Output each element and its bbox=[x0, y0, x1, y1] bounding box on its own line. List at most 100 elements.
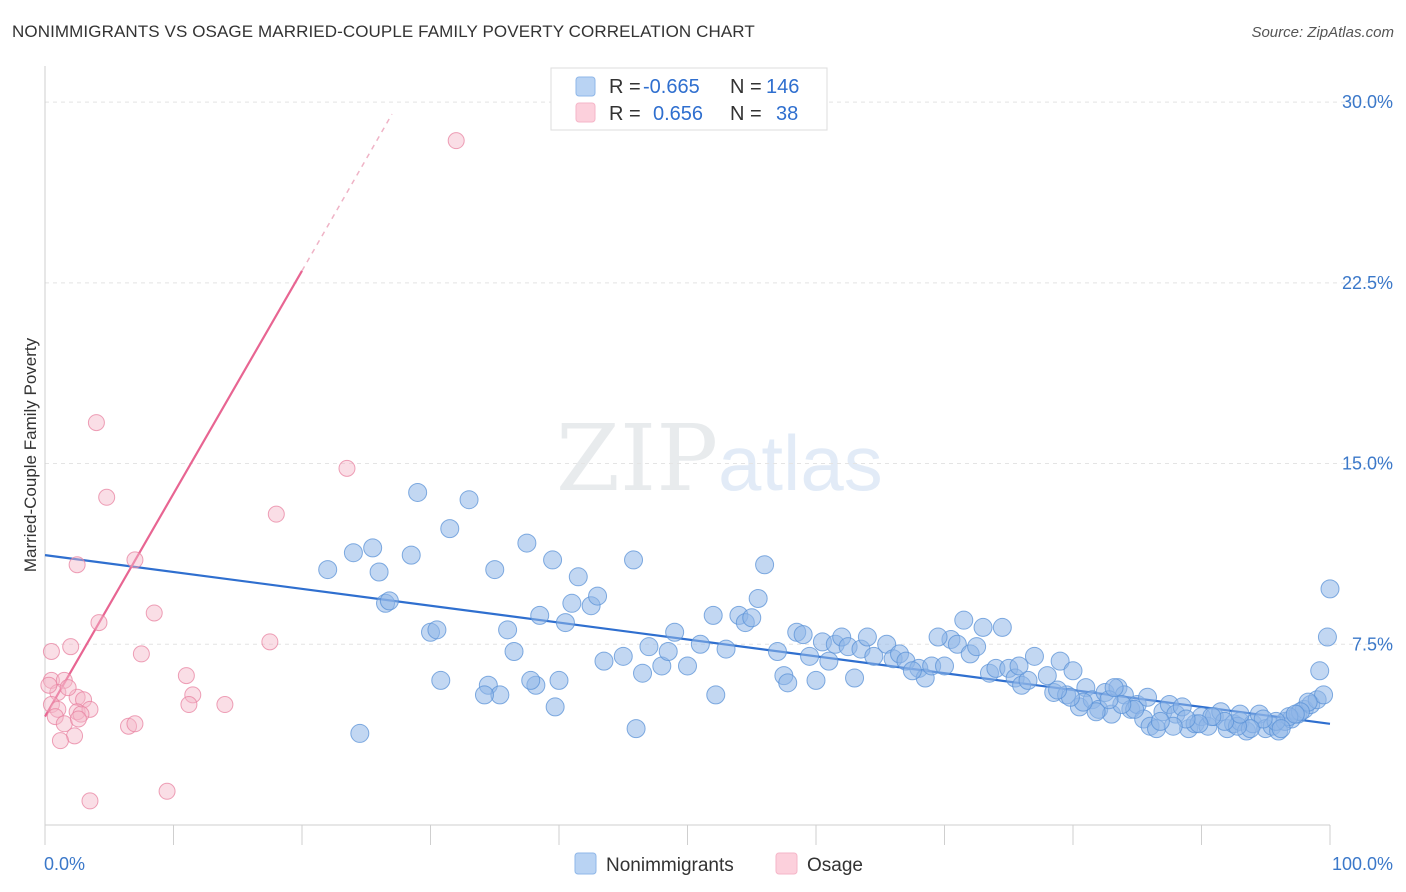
point-nonimmigrants bbox=[793, 625, 813, 645]
series-legend: Nonimmigrants Osage bbox=[574, 852, 863, 876]
point-nonimmigrants bbox=[626, 719, 646, 739]
point-nonimmigrants bbox=[800, 646, 820, 666]
legend-n-label: N = bbox=[730, 103, 762, 125]
watermark-atlas: atlas bbox=[718, 419, 883, 507]
point-nonimmigrants bbox=[1271, 719, 1291, 739]
bottom-legend-swatch-nonimmigrants bbox=[574, 852, 597, 875]
point-osage bbox=[177, 667, 195, 685]
watermark-zip: ZIP bbox=[556, 405, 718, 512]
point-osage bbox=[132, 645, 150, 663]
point-osage bbox=[98, 488, 116, 506]
point-nonimmigrants bbox=[706, 685, 726, 705]
point-nonimmigrants bbox=[967, 637, 987, 657]
point-osage bbox=[46, 708, 64, 726]
point-nonimmigrants bbox=[902, 661, 922, 681]
point-nonimmigrants bbox=[639, 637, 659, 657]
point-nonimmigrants bbox=[665, 622, 685, 642]
x-tick-label: 100.0% bbox=[1332, 854, 1393, 874]
point-nonimmigrants bbox=[716, 639, 736, 659]
point-nonimmigrants bbox=[658, 642, 678, 662]
point-nonimmigrants bbox=[474, 685, 494, 705]
point-osage bbox=[338, 459, 356, 477]
point-nonimmigrants bbox=[864, 646, 884, 666]
bottom-legend-label-nonimmigrants: Nonimmigrants bbox=[606, 855, 734, 876]
point-nonimmigrants bbox=[549, 670, 569, 690]
point-nonimmigrants bbox=[845, 668, 865, 688]
point-osage bbox=[62, 638, 80, 656]
y-tick-label: 7.5% bbox=[1352, 634, 1393, 654]
point-nonimmigrants bbox=[504, 642, 524, 662]
point-nonimmigrants bbox=[431, 670, 451, 690]
point-osage bbox=[40, 676, 58, 694]
x-tick-label: 0.0% bbox=[44, 854, 85, 874]
point-nonimmigrants bbox=[954, 610, 974, 630]
point-nonimmigrants bbox=[369, 562, 389, 582]
point-nonimmigrants bbox=[408, 482, 428, 502]
point-nonimmigrants bbox=[857, 627, 877, 647]
point-nonimmigrants bbox=[427, 620, 447, 640]
point-nonimmigrants bbox=[947, 634, 967, 654]
point-nonimmigrants bbox=[459, 490, 479, 510]
point-osage bbox=[59, 679, 77, 697]
trend-extension-osage bbox=[301, 113, 393, 272]
legend-r-label: R = bbox=[609, 76, 641, 98]
legend-r-label: R = bbox=[609, 103, 641, 125]
source-label: Source: ZipAtlas.com bbox=[1251, 24, 1394, 41]
point-nonimmigrants bbox=[1150, 711, 1170, 731]
point-nonimmigrants bbox=[562, 593, 582, 613]
point-osage bbox=[81, 792, 99, 810]
point-nonimmigrants bbox=[555, 613, 575, 633]
point-nonimmigrants bbox=[1037, 666, 1057, 686]
point-nonimmigrants bbox=[1018, 670, 1038, 690]
point-nonimmigrants bbox=[624, 550, 644, 570]
point-nonimmigrants bbox=[498, 620, 518, 640]
point-osage bbox=[51, 732, 69, 750]
point-nonimmigrants bbox=[935, 656, 954, 676]
point-nonimmigrants bbox=[1317, 627, 1337, 647]
point-osage bbox=[184, 686, 202, 704]
point-osage bbox=[447, 132, 465, 150]
point-nonimmigrants bbox=[1310, 661, 1330, 681]
point-osage bbox=[180, 696, 198, 714]
point-nonimmigrants bbox=[633, 663, 653, 683]
legend-r-value: -0.665 bbox=[643, 76, 700, 98]
point-nonimmigrants bbox=[517, 533, 537, 553]
legend-r-value: 0.656 bbox=[653, 103, 703, 125]
point-nonimmigrants bbox=[594, 651, 614, 671]
point-osage bbox=[126, 551, 144, 569]
point-nonimmigrants bbox=[1138, 687, 1158, 707]
point-osage bbox=[68, 556, 86, 574]
y-tick-label: 15.0% bbox=[1342, 454, 1393, 474]
point-nonimmigrants bbox=[568, 567, 588, 587]
point-nonimmigrants bbox=[1050, 651, 1070, 671]
point-osage bbox=[72, 705, 90, 723]
chart-title: NONIMMIGRANTS VS OSAGE MARRIED-COUPLE FA… bbox=[12, 22, 755, 41]
point-nonimmigrants bbox=[363, 538, 383, 558]
point-nonimmigrants bbox=[318, 560, 338, 580]
point-nonimmigrants bbox=[1086, 702, 1106, 722]
point-nonimmigrants bbox=[806, 670, 826, 690]
point-nonimmigrants bbox=[678, 656, 697, 676]
point-nonimmigrants bbox=[379, 591, 399, 611]
point-nonimmigrants bbox=[545, 697, 565, 717]
legend-n-label: N = bbox=[730, 76, 762, 98]
gridlines bbox=[45, 101, 1392, 645]
point-osage bbox=[90, 614, 108, 632]
point-nonimmigrants bbox=[1048, 680, 1068, 700]
y-tick-label: 30.0% bbox=[1342, 92, 1393, 112]
point-nonimmigrants bbox=[973, 617, 993, 637]
point-nonimmigrants bbox=[1024, 646, 1044, 666]
point-nonimmigrants bbox=[543, 550, 563, 570]
point-nonimmigrants bbox=[343, 543, 363, 563]
point-nonimmigrants bbox=[1063, 661, 1083, 681]
point-osage bbox=[69, 710, 87, 728]
axes bbox=[44, 66, 1331, 845]
point-osage bbox=[216, 696, 234, 714]
point-osage bbox=[66, 727, 84, 745]
point-osage bbox=[120, 717, 138, 735]
point-nonimmigrants bbox=[755, 555, 775, 575]
point-nonimmigrants bbox=[778, 673, 798, 693]
point-nonimmigrants bbox=[401, 545, 421, 565]
point-nonimmigrants bbox=[1320, 579, 1340, 599]
legend-swatch-nonimmigrants bbox=[575, 76, 596, 97]
